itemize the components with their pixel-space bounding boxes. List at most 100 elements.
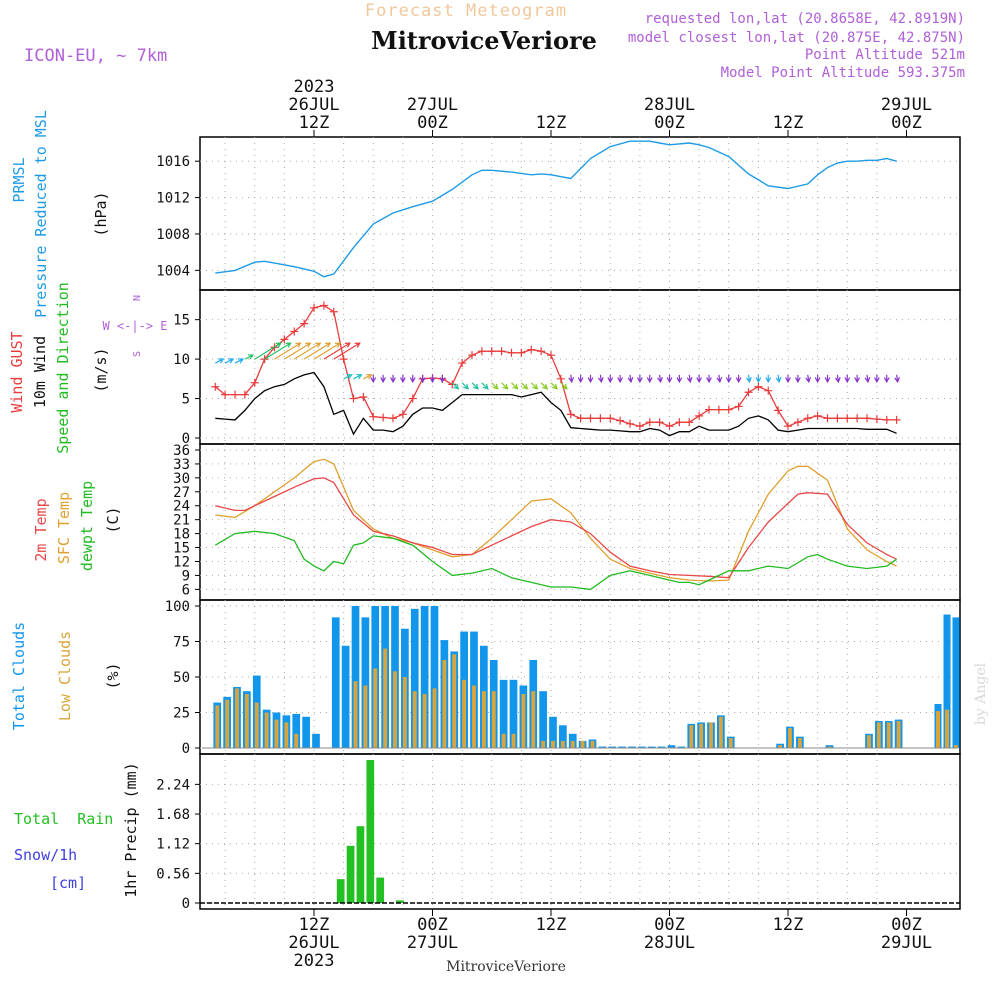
wind-labels: Wind GUST 10m Wind Speed and Direction (…: [8, 282, 168, 454]
precip-bar: [336, 879, 345, 903]
total-cloud-bar: [825, 745, 834, 748]
wind-direction-arrow: [824, 374, 831, 384]
low-cloud-bar: [452, 654, 457, 748]
low-cloud-bar: [590, 740, 595, 748]
low-cloud-bar: [886, 722, 891, 748]
wind-direction-arrow: [696, 374, 703, 384]
temp2m-line: [215, 477, 897, 579]
gust-marker: [853, 414, 862, 423]
total-cloud-bar: [598, 746, 607, 748]
low-cloud-bar: [432, 688, 437, 748]
low-cloud-bar: [363, 685, 368, 748]
pressure-ytick-label: 1008: [156, 227, 190, 243]
low-cloud-bar: [373, 668, 378, 748]
wind-direction-arrow: [264, 342, 292, 360]
pressure-ytick-label: 1012: [156, 191, 190, 207]
low-cloud-bar: [481, 691, 486, 748]
clouds-ytick-label: 100: [165, 599, 190, 615]
bottom-time-label: 12Z: [773, 915, 804, 935]
low-cloud-bar: [778, 745, 783, 748]
wind-direction-arrow: [530, 382, 539, 390]
total-cloud-bar: [657, 746, 666, 748]
wind10m-series-line: [215, 371, 897, 437]
gust-marker: [329, 307, 338, 316]
wind-direction-arrow: [765, 374, 772, 384]
temperature-ytick-label: 24: [173, 499, 190, 515]
wind-direction-arrow: [491, 382, 499, 390]
wind-direction-arrow: [716, 374, 723, 384]
wind-direction-arrow: [439, 374, 446, 384]
gust-marker: [556, 374, 565, 383]
gust-marker: [744, 388, 753, 397]
gust-marker: [537, 347, 546, 356]
top-time-label: 26JUL: [288, 95, 339, 115]
wind-direction-arrow: [254, 342, 282, 360]
low-cloud-bar: [442, 659, 447, 748]
gust-marker: [369, 412, 378, 421]
bottom-time-label: 28JUL: [644, 933, 695, 953]
wind-direction-arrow: [617, 374, 624, 384]
total-cloud-bar: [499, 679, 508, 748]
gust-marker: [843, 414, 852, 423]
gust-marker: [784, 422, 792, 431]
low-cloud-bar: [284, 722, 289, 748]
wind-direction-arrow: [323, 342, 351, 360]
gust-marker: [250, 378, 259, 387]
wind-direction-arrow: [844, 374, 851, 384]
gust-marker: [300, 319, 309, 328]
low-cloud-bar: [501, 733, 506, 748]
gust-marker: [616, 416, 625, 425]
wind-direction-arrow: [343, 374, 353, 380]
cloud-unit: (%): [104, 662, 122, 689]
total-cloud-bar: [608, 746, 617, 748]
wind-direction-arrow: [597, 374, 604, 384]
wind-direction-arrow: [607, 374, 614, 384]
bottom-time-label: 29JUL: [881, 933, 932, 953]
gust-marker: [645, 418, 654, 427]
gust-marker: [497, 347, 506, 356]
precip-labels: Total Rain Snow/1h [cm] 1hr Precip (mm): [14, 762, 140, 897]
wind-ytick-label: 10: [173, 352, 190, 368]
gust-marker: [586, 414, 595, 423]
total-cloud-bar: [331, 617, 340, 748]
wind-direction-arrow: [883, 374, 890, 384]
gust-marker: [527, 345, 536, 354]
gust-marker: [626, 419, 634, 428]
total-cloud-bar: [628, 746, 636, 748]
low-cloud-bar: [235, 688, 239, 748]
temperature-ytick-label: 6: [182, 582, 190, 598]
top-time-label: 28JUL: [644, 95, 695, 115]
wind-direction-arrow: [587, 374, 594, 384]
compass-south: S: [132, 351, 143, 357]
gust-marker: [507, 348, 516, 357]
bottom-time-label: 27JUL: [407, 933, 458, 953]
gust-marker: [211, 382, 220, 391]
bottom-time-label: 12Z: [536, 915, 567, 935]
wind-direction-arrow: [834, 374, 841, 384]
gust-marker: [566, 410, 575, 419]
wind-direction-arrow: [390, 374, 396, 384]
low-cloud-bar: [393, 671, 397, 748]
clouds-ytick-label: 0: [182, 741, 190, 757]
gust-marker: [240, 390, 249, 399]
wind-direction-arrow: [568, 374, 575, 384]
total-cloud-bar: [351, 606, 360, 748]
credit-watermark: by Angel: [973, 662, 989, 725]
wind-direction-arrow: [293, 342, 322, 360]
wind-direction-arrow: [646, 374, 653, 384]
wind-ytick-label: 0: [182, 431, 190, 447]
gust-marker: [468, 351, 476, 360]
gust-marker: [517, 348, 526, 357]
low-clouds-label: Low Clouds: [56, 631, 74, 721]
compass-north: N: [132, 295, 143, 301]
wind-direction-arrow: [303, 342, 332, 360]
gust-marker: [389, 414, 397, 423]
gust-marker: [754, 382, 763, 391]
speed-dir-label: Speed and Direction: [54, 282, 72, 454]
low-cloud-bar: [699, 723, 704, 748]
wind-panel: 0 5 10 15: [173, 289, 961, 447]
model-label: ICON-EU, ~ 7km: [24, 46, 167, 66]
total-cloud-bar: [549, 716, 557, 748]
gust-marker: [280, 335, 289, 344]
